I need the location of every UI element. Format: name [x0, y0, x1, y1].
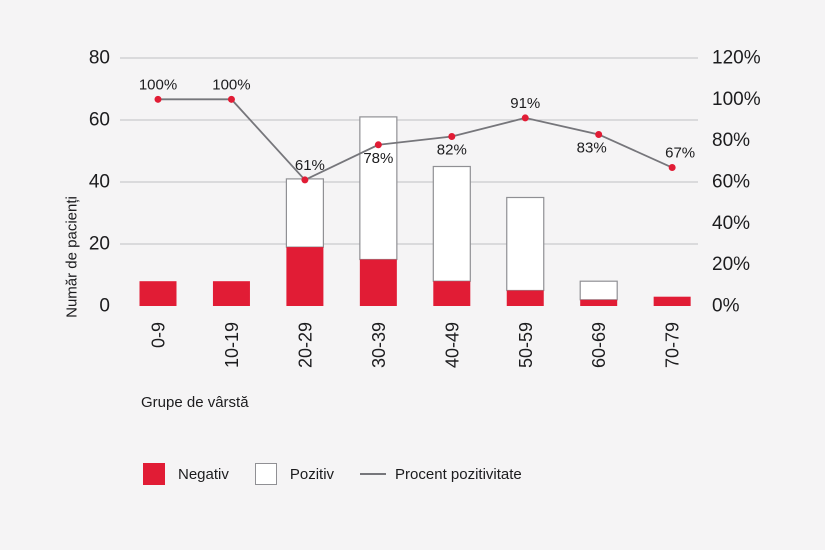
line-point-40-49 [448, 133, 456, 141]
legend-label-pozitiv: Pozitiv [289, 465, 335, 483]
x-axis-category-20-29: 20-29 [295, 322, 315, 368]
x-axis-category-70-79: 70-79 [663, 322, 683, 368]
bar-negativ-60-69 [580, 299, 618, 306]
right-axis-tick-60: 60% [712, 172, 750, 193]
legend-item-procent-pozitivitate: Procent pozitivitate [360, 466, 522, 483]
bar-negativ-70-79 [653, 296, 691, 306]
left-axis-tick-40: 40 [89, 172, 110, 193]
chart-legend: Negativ Pozitiv Procent pozitivitate [143, 463, 522, 485]
right-axis-tick-120: 120% [712, 48, 761, 69]
pozitiv-swatch-icon [254, 463, 277, 485]
x-axis-category-30-39: 30-39 [369, 322, 389, 368]
negativ-swatch-icon [143, 463, 165, 485]
line-label-50-59: 91% [510, 95, 540, 112]
bar-negativ-40-49 [433, 281, 471, 306]
bar-negativ-50-59 [506, 290, 544, 306]
right-axis-tick-40: 40% [712, 213, 750, 234]
y-axis-title: Număr de pacienți [63, 196, 81, 318]
right-axis-tick-100: 100% [712, 89, 761, 110]
right-axis-tick-0: 0% [712, 296, 740, 317]
line-label-10-19: 100% [212, 76, 250, 93]
x-axis-category-40-49: 40-49 [442, 322, 462, 368]
legend-label-negativ: Negativ [178, 465, 229, 483]
line-point-10-19 [227, 95, 235, 103]
x-axis-category-50-59: 50-59 [516, 322, 536, 368]
bar-pozitiv-50-59 [506, 196, 545, 292]
x-axis-category-60-69: 60-69 [589, 322, 609, 368]
left-axis-tick-60: 60 [89, 110, 110, 131]
bar-negativ-0-9 [139, 281, 177, 306]
line-label-60-69: 83% [577, 139, 607, 156]
right-axis-tick-80: 80% [712, 130, 750, 151]
legend-item-negativ: Negativ [143, 463, 229, 485]
right-axis-tick-20: 20% [712, 254, 750, 275]
bar-negativ-30-39 [359, 259, 397, 306]
left-axis-tick-80: 80 [89, 48, 110, 69]
x-axis-category-0-9: 0-9 [149, 322, 169, 348]
bar-pozitiv-30-39 [359, 116, 398, 261]
line-label-70-79: 67% [665, 145, 695, 162]
positivity-line [158, 98, 673, 182]
line-point-20-29 [301, 176, 309, 184]
left-axis-tick-20: 20 [89, 234, 110, 255]
line-point-60-69 [595, 130, 603, 138]
legend-label-procent-pozitivitate: Procent pozitivitate [395, 465, 522, 483]
bar-negativ-20-29 [286, 247, 324, 306]
line-point-70-79 [668, 164, 676, 172]
bar-pozitiv-60-69 [579, 280, 618, 301]
left-axis-tick-0: 0 [99, 296, 110, 317]
bar-pozitiv-20-29 [285, 178, 324, 248]
line-point-0-9 [154, 95, 162, 103]
bar-pozitiv-40-49 [432, 165, 471, 282]
line-point-50-59 [521, 114, 529, 122]
line-label-40-49: 82% [437, 142, 467, 159]
legend-item-pozitiv: Pozitiv [254, 463, 335, 485]
x-axis-title: Grupe de vârstă [141, 394, 249, 411]
x-axis-category-10-19: 10-19 [222, 322, 242, 368]
line-point-30-39 [374, 141, 382, 149]
line-label-0-9: 100% [139, 76, 177, 93]
line-label-20-29: 61% [295, 157, 325, 174]
line-label-30-39: 78% [363, 150, 393, 167]
bar-negativ-10-19 [212, 281, 250, 306]
line-swatch-icon [360, 473, 387, 475]
